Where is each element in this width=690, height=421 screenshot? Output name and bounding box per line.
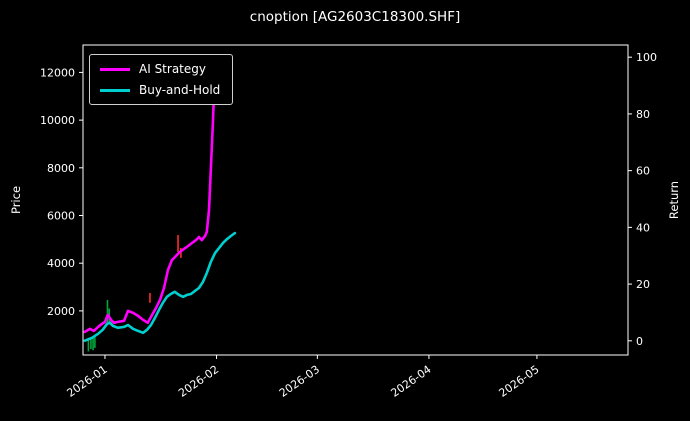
chart-title: cnoption [AG2603C18300.SHF] <box>249 9 461 25</box>
x-tick-label: 2026-01 <box>65 363 110 400</box>
left-tick-label: 6000 <box>47 210 75 223</box>
y-axis-label-price: Price <box>9 185 23 215</box>
series-line-buy-and-hold <box>83 231 237 343</box>
x-tick-label: 2026-05 <box>497 363 542 400</box>
ai-strategy-line-swatch <box>100 67 130 71</box>
right-tick-label: 60 <box>636 165 650 178</box>
y-axis-label-return: Return <box>667 180 681 220</box>
legend-item-buy-and-hold: Buy-and-Hold <box>100 83 220 97</box>
legend: AI Strategy Buy-and-Hold <box>89 54 234 105</box>
left-tick-label: 10000 <box>40 114 75 127</box>
series-line-ai-strategy <box>83 57 218 334</box>
x-tick-label: 2026-04 <box>389 363 434 400</box>
left-tick-label: 12000 <box>40 66 75 79</box>
right-tick-label: 80 <box>636 108 650 121</box>
left-tick-label: 8000 <box>47 162 75 175</box>
right-tick-label: 100 <box>636 51 657 64</box>
right-tick-label: 40 <box>636 221 650 234</box>
right-tick-label: 20 <box>636 278 650 291</box>
left-tick-label: 4000 <box>47 257 75 270</box>
legend-label-ai-strategy: AI Strategy <box>139 62 206 76</box>
right-tick-label: 0 <box>636 335 643 348</box>
axes-frame <box>82 44 629 356</box>
x-tick-label: 2026-03 <box>277 363 322 400</box>
legend-item-ai-strategy: AI Strategy <box>100 62 220 76</box>
buy-and-hold-line-swatch <box>100 88 130 92</box>
legend-label-buy-and-hold: Buy-and-Hold <box>139 83 221 97</box>
left-tick-label: 2000 <box>47 305 75 318</box>
x-tick-label: 2026-02 <box>176 363 221 400</box>
